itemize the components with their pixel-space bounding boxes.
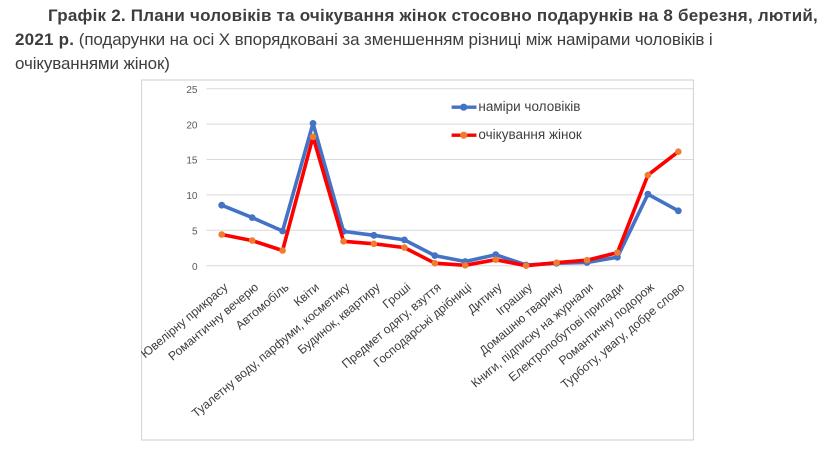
svg-text:5: 5 <box>192 227 198 238</box>
svg-text:наміри чоловіків: наміри чоловіків <box>478 99 580 114</box>
svg-text:15: 15 <box>186 156 198 167</box>
svg-text:10: 10 <box>186 191 198 202</box>
svg-text:20: 20 <box>186 120 198 131</box>
svg-text:0: 0 <box>192 262 198 273</box>
svg-text:25: 25 <box>186 85 198 96</box>
svg-text:очікування жінок: очікування жінок <box>478 127 582 142</box>
